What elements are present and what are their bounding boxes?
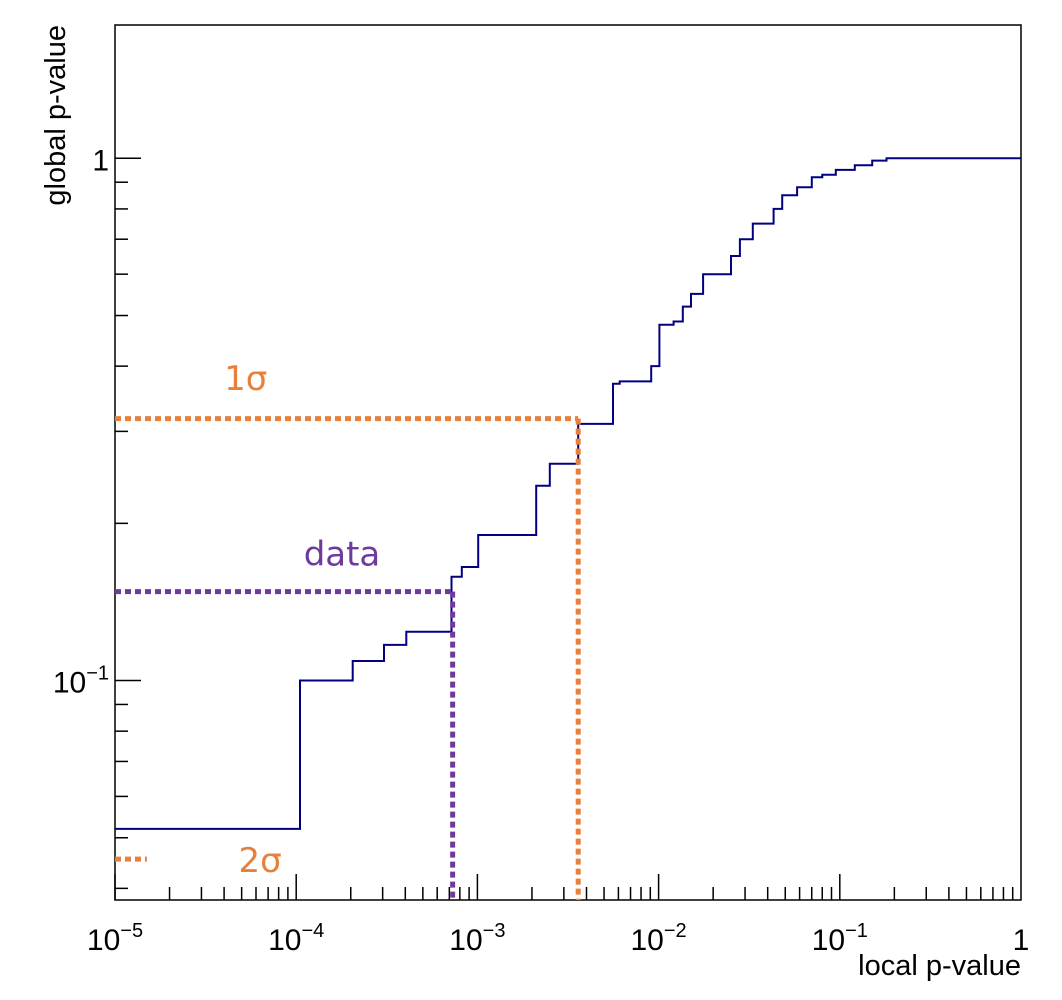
y-tick-label: 1 [92, 144, 109, 177]
x-tick-label: 10−4 [268, 920, 324, 957]
x-tick-label: 10−1 [812, 920, 868, 957]
x-tick-label: 10−3 [449, 920, 505, 957]
y-tick-label: 10−1 [53, 663, 109, 700]
series-line [115, 157, 1021, 830]
x-tick-label: 1 [1013, 924, 1030, 957]
annotation-label: 1σ [224, 359, 267, 399]
annotations-group: 1σ data 2σ [115, 359, 581, 900]
x-tick-label: 10−5 [87, 920, 143, 957]
plot-frame [114, 24, 1022, 901]
series-group [115, 157, 1021, 830]
x-axis-title: local p-value [858, 950, 1021, 982]
x-tick-label: 10−2 [631, 920, 687, 957]
annotation-label: data [304, 535, 381, 575]
annotation-label: 2σ [238, 841, 281, 881]
y-axis-title: global p-value [40, 25, 72, 206]
axis-ticks [114, 157, 1014, 900]
tick-labels: 10−5 10−4 10−3 10−2 10−1 1 10−1 1 [53, 144, 1030, 957]
